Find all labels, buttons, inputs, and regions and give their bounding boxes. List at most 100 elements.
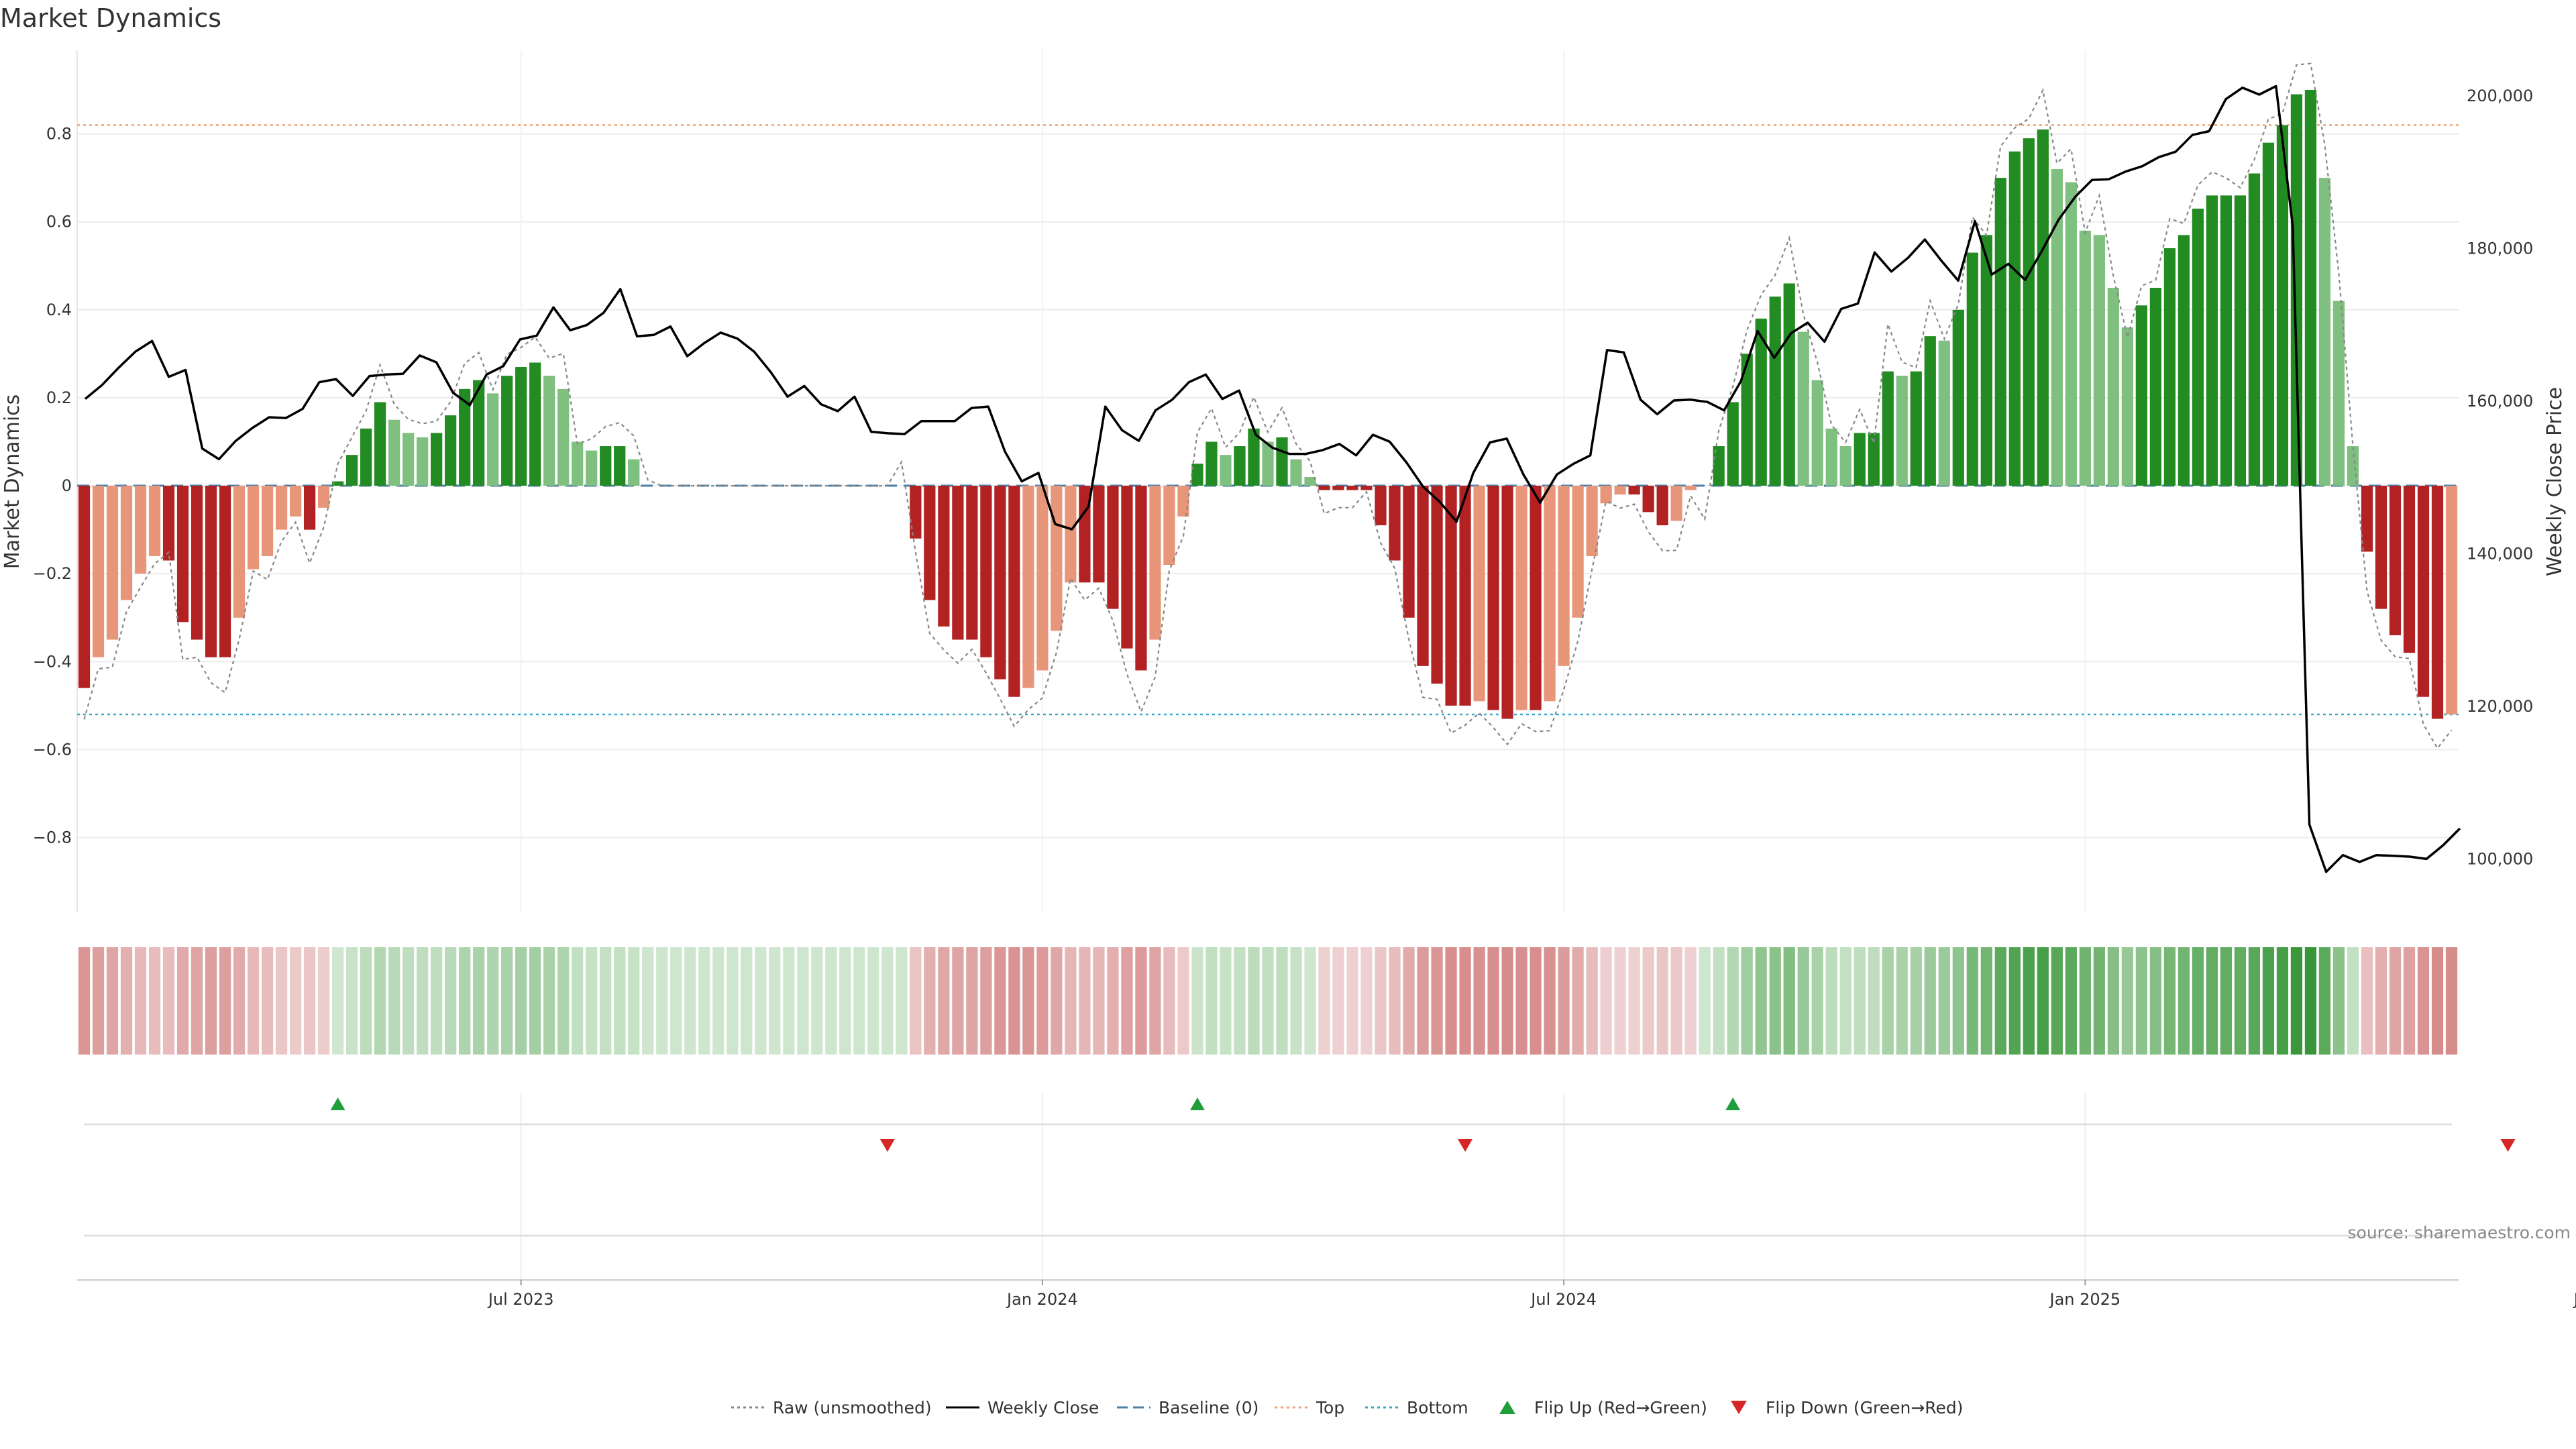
bar [360, 428, 372, 486]
bar [275, 486, 288, 530]
bar [289, 486, 302, 517]
heat-cell [2276, 947, 2289, 1055]
heat-cell [346, 947, 358, 1055]
bar [1966, 252, 1978, 486]
heat-cell [825, 947, 837, 1055]
heat-cell [1304, 947, 1316, 1055]
heat-cell [994, 947, 1006, 1055]
heat-cell [1966, 947, 1978, 1055]
bar [1107, 486, 1119, 609]
heat-cell [1797, 947, 1809, 1055]
heat-cell [1375, 947, 1387, 1055]
bar [148, 486, 161, 556]
bar [1360, 486, 1373, 490]
bar [303, 486, 316, 530]
heat-cell [1642, 947, 1654, 1055]
right-axis-title: Weekly Close Price [2543, 387, 2567, 576]
heat-cell [1191, 947, 1203, 1055]
heat-cell [247, 947, 260, 1055]
heat-cell [966, 947, 978, 1055]
bar [1093, 486, 1105, 583]
heat-cell [261, 947, 274, 1055]
heat-cell [1177, 947, 1189, 1055]
heat-cell [1572, 947, 1584, 1055]
heat-cell [1346, 947, 1358, 1055]
bar [92, 486, 105, 657]
bar [431, 433, 443, 486]
bar [331, 481, 344, 486]
bar [924, 486, 936, 600]
heat-cell [1741, 947, 1753, 1055]
bar [2178, 235, 2190, 486]
heat-cell [1515, 947, 1527, 1055]
bar [2417, 486, 2430, 697]
heat-cell [1290, 947, 1302, 1055]
bar [1811, 380, 1823, 486]
heat-cell [2389, 947, 2402, 1055]
heat-cell [656, 947, 668, 1055]
bar [1177, 486, 1189, 517]
heat-cell [1839, 947, 1851, 1055]
bar [1163, 486, 1175, 566]
heat-cell [1684, 947, 1697, 1055]
legend-item: Bottom [1365, 1398, 1468, 1417]
heat-cell [1318, 947, 1330, 1055]
heat-cell [1473, 947, 1485, 1055]
heat-cell [924, 947, 936, 1055]
bar [2093, 235, 2105, 486]
heat-cell [1600, 947, 1612, 1055]
bar [1149, 486, 1161, 640]
heat-cell [1529, 947, 1542, 1055]
bar [2347, 446, 2359, 486]
bar [1346, 486, 1358, 490]
bar [1980, 235, 1992, 486]
bar [1558, 486, 1570, 666]
heat-cell [1332, 947, 1344, 1055]
bar [191, 486, 203, 640]
bar [1882, 371, 1894, 486]
bar [1924, 336, 1936, 486]
bar [2445, 486, 2458, 714]
flip-up-marker [330, 1097, 345, 1110]
bar [2023, 138, 2035, 486]
legend-item: Flip Down (Green→Red) [1731, 1398, 1964, 1417]
heat-cell [811, 947, 823, 1055]
bar [1544, 486, 1556, 702]
flip-down-marker [879, 1139, 895, 1152]
flip-down-marker [2500, 1139, 2516, 1152]
heat-cell [2332, 947, 2345, 1055]
bar [2234, 195, 2247, 486]
heat-cell [1403, 947, 1415, 1055]
heat-cell [2347, 947, 2359, 1055]
heat-cell [614, 947, 626, 1055]
chart-title: Market Dynamics [0, 3, 221, 33]
heat-cell [1713, 947, 1725, 1055]
legend-label: Baseline (0) [1159, 1398, 1258, 1417]
heat-cell [1262, 947, 1274, 1055]
left-tick-label: −0.4 [33, 652, 72, 671]
heat-cell [529, 947, 541, 1055]
heat-cell [755, 947, 767, 1055]
x-tick-label: Jan 2025 [2048, 1290, 2121, 1309]
heat-cell [2192, 947, 2204, 1055]
bar [1614, 486, 1626, 495]
bar [1065, 486, 1077, 583]
heat-cell [1544, 947, 1556, 1055]
heat-cell [2163, 947, 2176, 1055]
heat-cell [670, 947, 682, 1055]
heat-cell [2361, 947, 2373, 1055]
bar [2304, 90, 2317, 486]
heat-cell [572, 947, 584, 1055]
heat-cell [1487, 947, 1499, 1055]
legend-label: Raw (unsmoothed) [773, 1398, 932, 1417]
heat-cell [1459, 947, 1471, 1055]
heat-cell [487, 947, 499, 1055]
heat-cell [783, 947, 795, 1055]
bar [473, 380, 485, 486]
bar [1684, 486, 1697, 490]
heat-cell [1558, 947, 1570, 1055]
bar [1121, 486, 1133, 649]
raw-line [83, 62, 2453, 750]
bar [2079, 230, 2091, 486]
bar [1036, 486, 1049, 671]
